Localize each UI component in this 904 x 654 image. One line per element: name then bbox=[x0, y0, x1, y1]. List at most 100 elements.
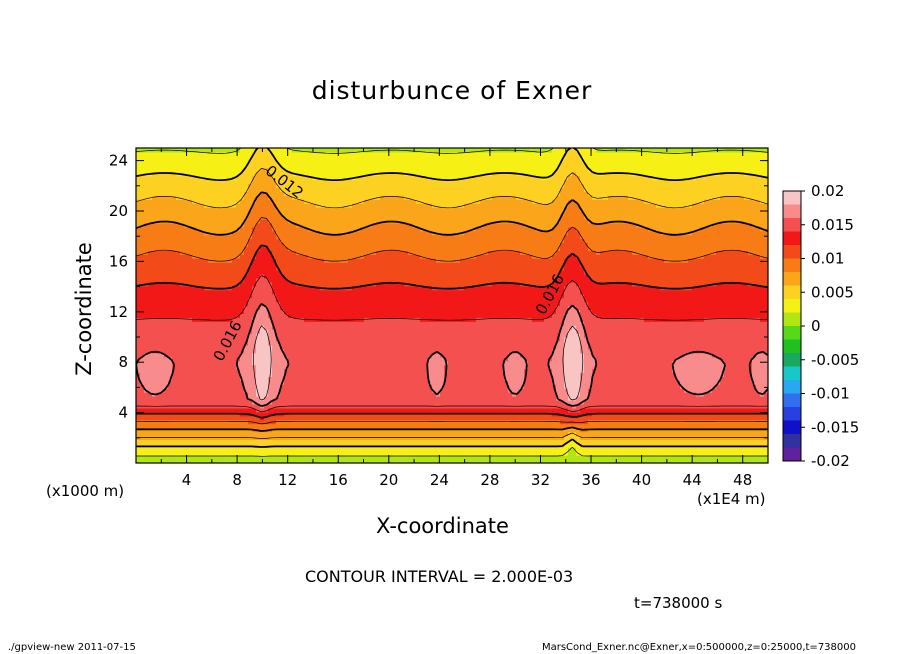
field-cell bbox=[340, 368, 345, 374]
field-cell bbox=[248, 187, 253, 192]
field-cell bbox=[212, 222, 217, 228]
field-cell bbox=[340, 203, 345, 208]
field-cell bbox=[216, 407, 221, 413]
field-cell bbox=[184, 234, 189, 240]
field-cell bbox=[220, 250, 225, 255]
field-cell bbox=[140, 439, 145, 444]
field-cell bbox=[288, 380, 293, 385]
field-cell bbox=[160, 380, 165, 385]
field-cell bbox=[220, 419, 225, 425]
field-cell bbox=[348, 380, 353, 385]
field-cell bbox=[164, 258, 169, 263]
field-cell bbox=[256, 238, 261, 244]
field-cell bbox=[264, 246, 269, 251]
field-cell bbox=[248, 352, 253, 358]
field-cell bbox=[252, 380, 257, 385]
field-cell bbox=[188, 238, 193, 244]
field-cell bbox=[240, 148, 245, 153]
field-cell bbox=[360, 380, 365, 385]
field-cell bbox=[220, 333, 225, 338]
field-cell bbox=[360, 352, 365, 358]
field-cell bbox=[216, 348, 221, 354]
field-cell bbox=[264, 352, 269, 358]
field-cell bbox=[196, 400, 201, 405]
field-cell bbox=[156, 262, 161, 267]
field-cell bbox=[296, 439, 301, 444]
field-cell bbox=[296, 407, 301, 413]
field-cell bbox=[196, 254, 201, 259]
field-cell bbox=[164, 419, 169, 425]
field-cell bbox=[336, 191, 341, 196]
field-cell bbox=[272, 455, 277, 460]
field-cell bbox=[196, 250, 201, 255]
field-cell bbox=[372, 246, 377, 251]
field-cell bbox=[312, 270, 317, 275]
field-cell bbox=[220, 167, 225, 173]
field-cell bbox=[256, 451, 261, 456]
field-cell bbox=[308, 459, 313, 463]
field-cell bbox=[344, 400, 349, 405]
field-cell bbox=[284, 274, 289, 279]
field-cell bbox=[244, 222, 249, 228]
field-cell bbox=[164, 226, 169, 232]
field-cell bbox=[220, 455, 225, 460]
field-cell bbox=[348, 155, 353, 161]
field-cell bbox=[324, 340, 329, 346]
field-cell bbox=[252, 411, 257, 417]
field-cell bbox=[372, 321, 377, 326]
field-cell bbox=[268, 254, 273, 259]
field-cell bbox=[372, 262, 377, 267]
field-cell bbox=[220, 151, 225, 157]
field-cell bbox=[276, 364, 281, 370]
field-cell bbox=[308, 368, 313, 374]
field-cell bbox=[336, 313, 341, 318]
field-cell bbox=[196, 333, 201, 338]
field-cell bbox=[168, 155, 173, 161]
field-cell bbox=[372, 297, 377, 303]
field-cell bbox=[220, 230, 225, 236]
field-cell bbox=[364, 171, 369, 177]
field-cell bbox=[188, 407, 193, 413]
field-cell bbox=[180, 155, 185, 161]
field-cell bbox=[180, 179, 185, 185]
field-cell bbox=[220, 155, 225, 161]
field-cell bbox=[256, 435, 261, 440]
field-cell bbox=[320, 301, 325, 307]
field-cell bbox=[216, 195, 221, 200]
field-cell bbox=[152, 447, 157, 452]
field-cell bbox=[212, 238, 217, 244]
field-cell bbox=[336, 289, 341, 295]
field-cell bbox=[196, 321, 201, 326]
field-cell bbox=[320, 392, 325, 397]
field-cell bbox=[244, 179, 249, 185]
field-cell bbox=[268, 360, 273, 366]
field-cell bbox=[268, 455, 273, 460]
field-cell bbox=[268, 191, 273, 196]
field-cell bbox=[276, 372, 281, 377]
field-cell bbox=[376, 360, 381, 366]
field-cell bbox=[192, 242, 197, 248]
field-cell bbox=[380, 254, 385, 259]
field-cell bbox=[140, 352, 145, 358]
field-cell bbox=[312, 250, 317, 255]
field-cell bbox=[228, 214, 233, 220]
field-cell bbox=[140, 195, 145, 200]
field-cell bbox=[220, 203, 225, 208]
field-cell bbox=[240, 329, 245, 334]
field-cell bbox=[148, 380, 153, 385]
field-cell bbox=[232, 455, 237, 460]
field-cell bbox=[240, 415, 245, 421]
field-cell bbox=[188, 340, 193, 346]
field-cell bbox=[340, 348, 345, 354]
field-cell bbox=[288, 451, 293, 456]
field-cell bbox=[188, 396, 193, 401]
field-cell bbox=[264, 423, 269, 429]
field-cell bbox=[212, 167, 217, 173]
field-cell bbox=[352, 305, 357, 311]
field-cell bbox=[328, 388, 333, 393]
field-cell bbox=[332, 159, 337, 165]
field-cell bbox=[148, 459, 153, 463]
field-cell bbox=[152, 344, 157, 350]
field-cell bbox=[216, 459, 221, 463]
field-cell bbox=[360, 242, 365, 248]
